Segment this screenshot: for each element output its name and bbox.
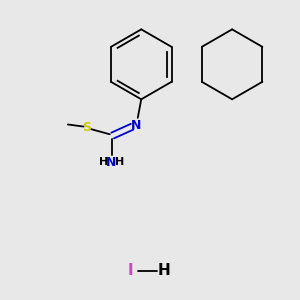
Text: H: H	[99, 157, 109, 167]
Text: H: H	[115, 157, 124, 167]
Text: S: S	[82, 121, 91, 134]
Text: N: N	[131, 119, 141, 132]
Text: H: H	[158, 263, 170, 278]
Text: N: N	[106, 156, 117, 169]
Text: I: I	[128, 263, 134, 278]
